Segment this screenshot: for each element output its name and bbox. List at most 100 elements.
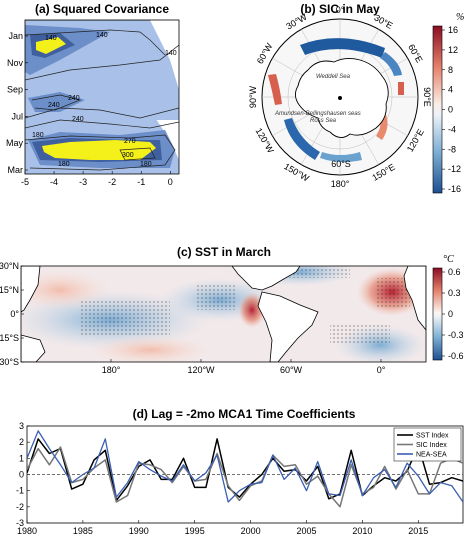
x-tick-label: 1980 bbox=[17, 526, 37, 536]
covariance-peak-jan bbox=[36, 37, 66, 54]
colorbar-tick-label: 0 bbox=[448, 105, 453, 115]
y-tick-label: -2 bbox=[16, 502, 24, 512]
sic-positive-90e bbox=[398, 82, 404, 95]
panel-a: (a) Squared Covariance 140 bbox=[6, 2, 180, 187]
contour-label: 180 bbox=[58, 161, 70, 168]
africa-coast bbox=[403, 266, 426, 331]
longitude-label: 90°W bbox=[248, 85, 258, 108]
contour-label: 180 bbox=[32, 132, 44, 139]
x-tick-label: 2000 bbox=[241, 526, 261, 536]
contour-label: 180 bbox=[140, 161, 152, 168]
south-pole-marker bbox=[338, 96, 342, 100]
y-tick-label: 3 bbox=[19, 421, 24, 431]
colorbar-tick-label: 16 bbox=[448, 25, 458, 35]
covariance-region-mid-sep bbox=[28, 92, 85, 112]
sic-negative-ross bbox=[284, 118, 320, 160]
panel-a-axes: -5 -4 -3 -2 -1 0 Mar May Jul Sep Nov Jan bbox=[6, 31, 173, 187]
lat-tick-label: 15°S bbox=[0, 333, 19, 343]
colorbar-tick-label: -4 bbox=[448, 124, 456, 134]
y-tick-label: Mar bbox=[8, 165, 24, 175]
sic-colorbar-unit: % bbox=[456, 12, 464, 23]
x-tick-label: 1985 bbox=[73, 526, 93, 536]
x-tick-label: 1990 bbox=[129, 526, 149, 536]
lat-tick-label: 15°N bbox=[0, 285, 19, 295]
ross-sea-label: Ross Sea bbox=[310, 118, 337, 124]
lon-tick-label: 60°W bbox=[280, 365, 303, 375]
sic-negative-ross2 bbox=[320, 152, 362, 163]
panel-d: (d) Lag = -2mo MCA1 Time Coefficients 3 2… bbox=[16, 407, 464, 536]
legend-label: NEA-SEA bbox=[416, 452, 447, 459]
longitude-label: 90°E bbox=[422, 87, 432, 107]
contour-label: 140 bbox=[45, 35, 57, 42]
longitude-label: 0° bbox=[336, 5, 345, 15]
y-tick-label: Jul bbox=[11, 111, 23, 121]
lon-tick-label: 120°W bbox=[187, 365, 215, 375]
panel-c-axes: 30°N 15°N 0° 15°S 30°S 180° 120°W 60°W 0° bbox=[0, 261, 386, 375]
y-tick-label: -1 bbox=[16, 486, 24, 496]
x-tick-label: 2015 bbox=[408, 526, 428, 536]
panel-d-series bbox=[27, 430, 463, 508]
colorbar-tick-label: 4 bbox=[448, 85, 453, 95]
x-tick-label: -5 bbox=[21, 177, 29, 187]
y-tick-label: Jan bbox=[8, 31, 23, 41]
x-tick-label: -3 bbox=[79, 177, 87, 187]
amundsen-seas-label: Amundsen-Bellingshausen seas bbox=[274, 111, 361, 117]
contour-line-may-inner bbox=[119, 147, 156, 161]
contour-line-may bbox=[25, 134, 176, 171]
x-tick-label: -1 bbox=[137, 177, 145, 187]
panel-a-title: (a) Squared Covariance bbox=[35, 2, 169, 16]
y-tick-label: Nov bbox=[7, 58, 24, 68]
colorbar-tick-label: -0.6 bbox=[448, 351, 464, 361]
y-tick-label: 1 bbox=[19, 453, 24, 463]
colorbar-tick-label: 0.3 bbox=[448, 288, 461, 298]
y-tick-label: Sep bbox=[7, 85, 23, 95]
x-tick-label: 1995 bbox=[185, 526, 205, 536]
australia-coast bbox=[21, 334, 46, 362]
legend-label: SST Index bbox=[416, 433, 449, 440]
contour-label: 140 bbox=[165, 50, 177, 57]
lat-tick-label: 30°N bbox=[0, 261, 19, 271]
sic-colorbar-ticks: 16 12 8 4 0 -4 -8 -12 -16 bbox=[442, 25, 461, 194]
sic-colorbar bbox=[432, 25, 443, 194]
covariance-peak-may bbox=[42, 140, 156, 160]
contour-line-jul bbox=[25, 107, 179, 119]
contour-label: 270 bbox=[124, 138, 136, 145]
colorbar-tick-label: 8 bbox=[448, 65, 453, 75]
contour-line-nov bbox=[25, 44, 179, 81]
panel-c: (c) SST in March 30°N15°N0°15°S30° bbox=[0, 245, 464, 375]
contour-line-sep bbox=[31, 94, 82, 111]
colorbar-tick-label: 0.6 bbox=[448, 267, 461, 277]
sst-warm-west-pacific bbox=[21, 270, 110, 310]
contour-label: 240 bbox=[48, 102, 60, 109]
sst-colorbar-ticks: 0.6 0.3 0 -0.3 -0.6 bbox=[442, 267, 464, 361]
colorbar-tick-label: -0.3 bbox=[448, 330, 464, 340]
sst-significance-central bbox=[195, 285, 235, 310]
legend-label: SIC Index bbox=[416, 442, 447, 449]
panel-b-title: (b) SIC in May bbox=[300, 2, 380, 16]
colorbar-tick-label: -8 bbox=[448, 144, 456, 154]
sic-negative-weddell bbox=[300, 38, 385, 58]
sst-colorbar-unit: °C bbox=[443, 254, 454, 265]
sst-significance-atlantic bbox=[375, 278, 410, 308]
sst-warm-peru bbox=[238, 292, 266, 328]
north-america-coast bbox=[231, 266, 301, 291]
x-tick-label: 0 bbox=[168, 177, 173, 187]
contour-line-jul2 bbox=[25, 119, 179, 129]
series-line-nea-sea bbox=[27, 430, 463, 503]
sst-significance-pacific bbox=[80, 300, 170, 335]
weddell-sea-label: Weddell Sea bbox=[316, 74, 351, 80]
contour-label: 240 bbox=[72, 116, 84, 123]
sst-colorbar bbox=[432, 267, 443, 361]
lon-tick-label: 180° bbox=[102, 365, 121, 375]
south-america-coast bbox=[257, 291, 319, 362]
sst-warm-south-pacific bbox=[90, 335, 210, 362]
longitude-label: 180° bbox=[331, 179, 350, 189]
sic-negative-east bbox=[380, 52, 402, 76]
contour-lines-top bbox=[25, 20, 166, 56]
contour-labels: 140 140 240 240 240 270 300 180 180 180 … bbox=[32, 32, 177, 168]
panel-c-title: (c) SST in March bbox=[177, 245, 271, 259]
lat-label-60s: 60°S bbox=[331, 159, 351, 169]
colorbar-tick-label: -16 bbox=[448, 184, 461, 194]
x-tick-label: -2 bbox=[108, 177, 116, 187]
